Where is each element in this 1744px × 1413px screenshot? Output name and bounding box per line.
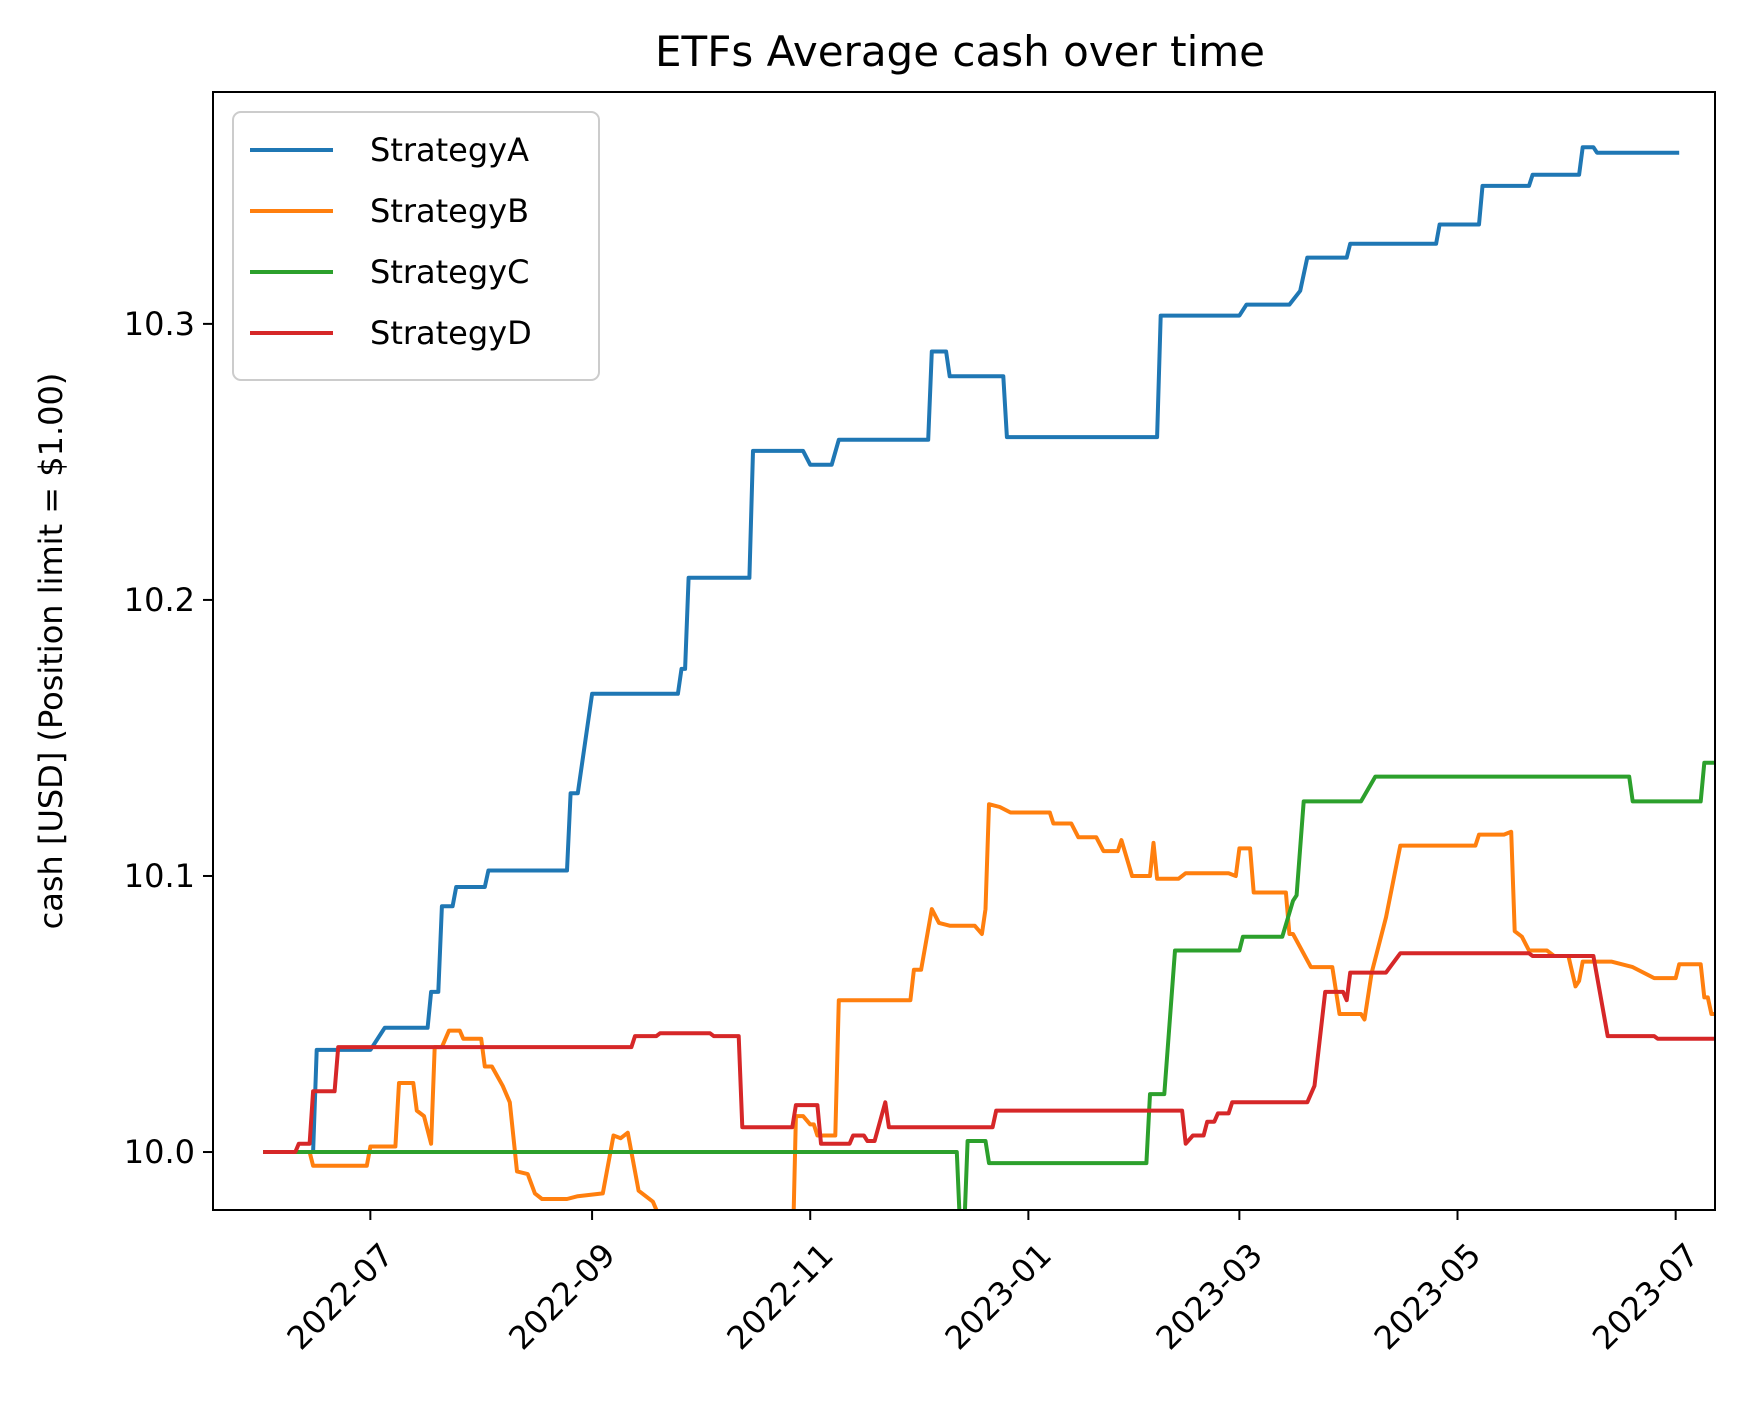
legend-label-strategyd: StrategyD (370, 314, 532, 352)
y-tick-label: 10.1 (124, 857, 195, 895)
series-layer (263, 145, 1715, 1210)
chart-title: ETFs Average cash over time (655, 27, 1265, 76)
y-axis: 10.0 10.1 10.2 10.3 (124, 305, 213, 1171)
y-tick-label: 10.3 (124, 305, 195, 343)
series-line-strategyb (263, 802, 1715, 1210)
legend-box (232, 111, 600, 381)
y-tick-label: 10.2 (124, 581, 195, 619)
y-tick-label: 10.0 (124, 1133, 195, 1171)
series-line-strategyd (263, 951, 1715, 1154)
legend-label-strategyb: StrategyB (370, 192, 529, 230)
series-line-strategyc (263, 760, 1715, 1210)
y-axis-label: cash [USD] (Position limit = $1.00) (32, 373, 70, 930)
plot-frame (212, 91, 1716, 1211)
series-line-strategya (263, 145, 1680, 1154)
legend: StrategyA StrategyB StrategyC StrategyD (232, 111, 600, 381)
legend-label-strategyc: StrategyC (370, 253, 529, 291)
legend-label-strategya: StrategyA (370, 131, 529, 169)
